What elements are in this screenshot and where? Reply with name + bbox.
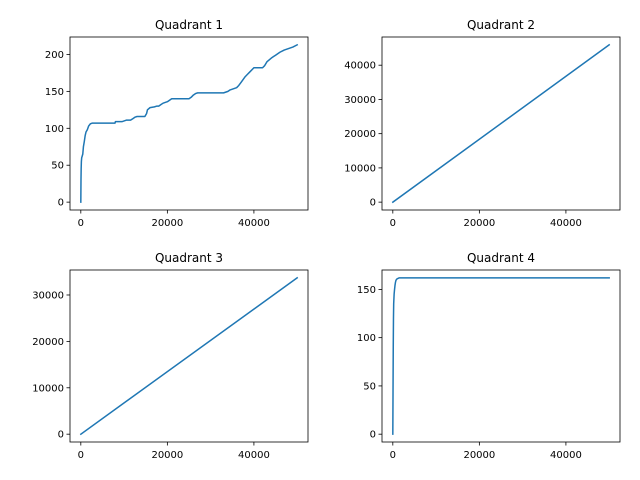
- y-tick-label: 30000: [32, 290, 64, 301]
- y-tick-label: 0: [370, 430, 376, 441]
- subplot-3: Quadrant 3 0 20000 40000 0 10000 20000 30000: [32, 251, 309, 461]
- y-tick-label: 100: [45, 124, 64, 135]
- y-tick-label: 0: [58, 430, 64, 441]
- series-line: [391, 43, 611, 204]
- series-line: [392, 277, 610, 435]
- x-tick-label: 0: [390, 218, 396, 229]
- subplot-title: Quadrant 3: [155, 251, 223, 265]
- series-line: [79, 276, 299, 436]
- x-tick-label: 0: [78, 218, 84, 229]
- series-line: [80, 43, 299, 203]
- x-tick-label: 20000: [463, 450, 495, 461]
- y-tick-label: 20000: [32, 337, 64, 348]
- axes-frame: [69, 269, 309, 443]
- axes-frame: [381, 269, 621, 443]
- x-tick-label: 0: [390, 450, 396, 461]
- x-tick-label: 40000: [238, 450, 270, 461]
- y-tick-label: 20000: [344, 129, 376, 140]
- y-tick-label: 40000: [344, 61, 376, 72]
- y-tick-label: 0: [370, 198, 376, 209]
- y-tick-label: 150: [357, 285, 376, 296]
- y-tick-label: 50: [363, 381, 376, 392]
- subplot-4: Quadrant 4 0 20000 40000 0 50 100 150: [357, 251, 621, 461]
- x-tick-label: 40000: [550, 218, 582, 229]
- subplot-1: Quadrant 1 0 20000 40000 0 50 100 150 200: [45, 18, 309, 229]
- x-tick-label: 40000: [238, 218, 270, 229]
- axes-frame: [69, 36, 309, 211]
- y-tick-label: 100: [357, 333, 376, 344]
- subplot-title: Quadrant 2: [467, 18, 535, 32]
- x-tick-label: 20000: [151, 218, 183, 229]
- y-tick-label: 10000: [32, 383, 64, 394]
- subplot-title: Quadrant 4: [467, 251, 535, 265]
- subplot-title: Quadrant 1: [155, 18, 223, 32]
- subplot-2: Quadrant 2 0 20000 40000 0 10000 20000 30000 400…: [344, 18, 621, 229]
- y-tick-label: 0: [58, 198, 64, 209]
- x-tick-label: 20000: [463, 218, 495, 229]
- y-tick-label: 10000: [344, 163, 376, 174]
- y-tick-label: 30000: [344, 95, 376, 106]
- axes-frame: [381, 36, 621, 211]
- y-tick-label: 50: [51, 161, 64, 172]
- x-tick-label: 20000: [151, 450, 183, 461]
- x-tick-label: 0: [78, 450, 84, 461]
- x-tick-label: 40000: [550, 450, 582, 461]
- y-tick-label: 150: [45, 87, 64, 98]
- y-tick-label: 200: [45, 50, 64, 61]
